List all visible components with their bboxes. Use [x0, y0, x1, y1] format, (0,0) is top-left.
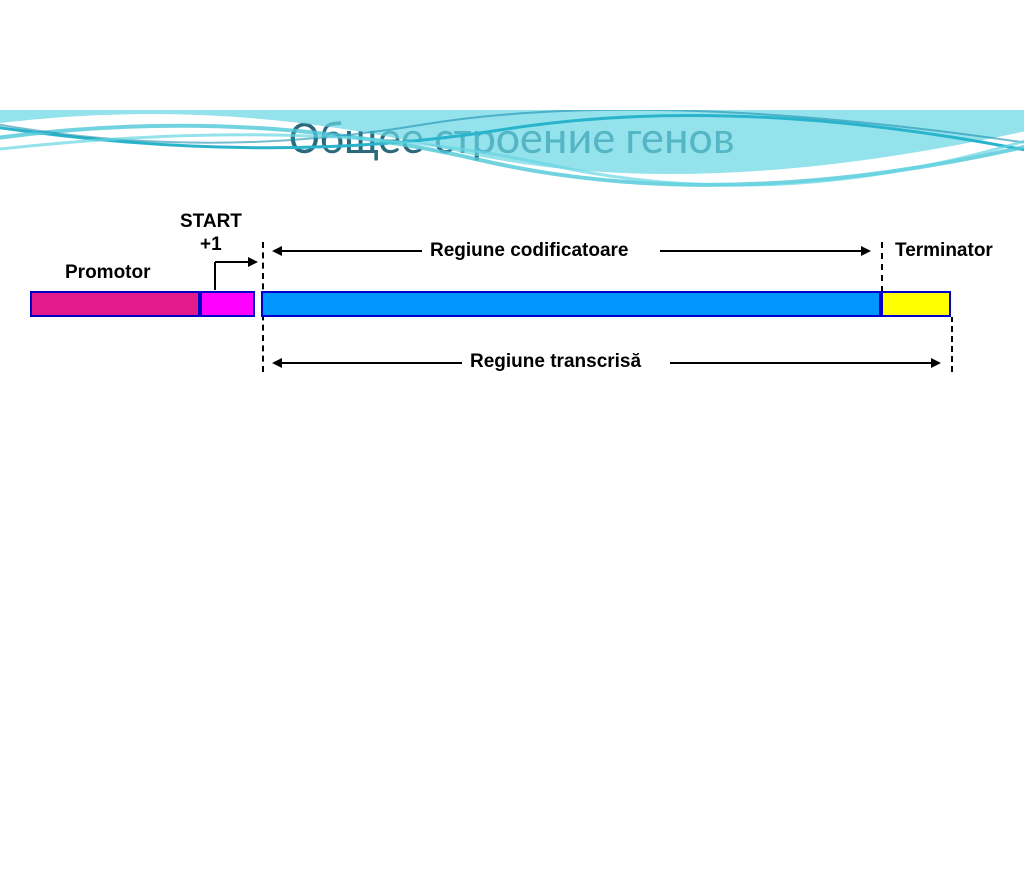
- coding-arrow-line-left: [282, 250, 422, 252]
- coding-region-label: Regiune codificatoare: [430, 240, 629, 262]
- promotor-label: Promotor: [65, 262, 151, 284]
- transcribed-arrow-line-left: [282, 362, 462, 364]
- coding-arrow-left-icon: [272, 246, 282, 256]
- terminator-label: Terminator: [895, 240, 993, 262]
- start-arrow-icon: [210, 254, 260, 292]
- start-segment: [200, 291, 255, 317]
- gene-diagram: 5' 3' Promotor START +1 Regiune codifica…: [0, 196, 1024, 396]
- right-gap: [951, 291, 1024, 317]
- gene-bar: [0, 291, 1024, 317]
- coding-arrow-line-right: [660, 250, 861, 252]
- coding-segment: [261, 291, 881, 317]
- dash-transcribed-end: [951, 316, 953, 372]
- left-gap: [0, 291, 30, 317]
- transcribed-arrow-line-right: [670, 362, 931, 364]
- dash-coding-end: [881, 242, 883, 292]
- transcribed-arrow-left-icon: [272, 358, 282, 368]
- start-pos-label: +1: [200, 234, 222, 256]
- start-label: START: [180, 211, 242, 233]
- coding-arrow-right-icon: [861, 246, 871, 256]
- transcribed-arrow-right-icon: [931, 358, 941, 368]
- terminator-segment: [881, 291, 951, 317]
- promotor-segment: [30, 291, 200, 317]
- transcribed-region-label: Regiune transcrisă: [470, 351, 641, 373]
